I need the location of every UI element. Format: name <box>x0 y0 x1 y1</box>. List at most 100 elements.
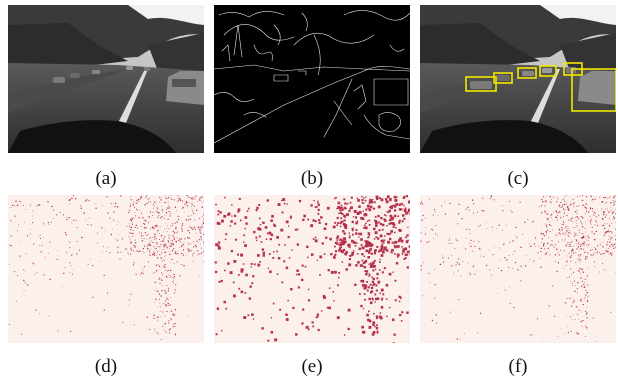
heatmap-point <box>367 207 370 210</box>
heatmap-point <box>359 293 361 295</box>
heatmap-point <box>287 236 290 239</box>
heatmap-point <box>465 208 467 210</box>
heatmap-point <box>202 251 204 253</box>
heatmap-point <box>571 318 573 320</box>
heatmap-point <box>163 238 165 240</box>
heatmap-point <box>579 195 581 197</box>
heatmap-point <box>580 254 581 256</box>
heatmap-point <box>392 225 395 228</box>
heatmap-point <box>587 240 589 241</box>
heatmap-point <box>511 268 513 270</box>
heatmap-point <box>149 252 151 253</box>
heatmap-point <box>558 254 560 256</box>
heatmap-point <box>189 197 191 199</box>
heatmap-point <box>433 238 434 240</box>
heatmap-point <box>545 200 547 202</box>
heatmap-point <box>509 241 511 243</box>
heatmap-point <box>202 220 204 222</box>
heatmap-point <box>342 241 346 245</box>
heatmap-point <box>380 222 383 226</box>
heatmap-point <box>569 316 571 317</box>
heatmap-point <box>166 228 167 229</box>
heatmap-point <box>376 277 379 280</box>
heatmap-point <box>577 196 578 197</box>
heatmap-point <box>385 283 389 287</box>
heatmap-point <box>181 230 183 232</box>
heatmap-point <box>160 316 161 318</box>
heatmap-point <box>92 296 94 298</box>
heatmap-point <box>344 202 347 205</box>
heatmap-point <box>156 254 158 256</box>
heatmap-point <box>325 223 328 226</box>
heatmap-point <box>296 243 300 246</box>
heatmap-point <box>286 203 288 205</box>
heatmap-point <box>272 257 275 259</box>
heatmap-point <box>192 211 194 212</box>
heatmap-point <box>558 241 560 243</box>
heatmap-point <box>65 234 67 236</box>
heatmap-point <box>569 256 571 257</box>
heatmap-point <box>154 254 156 256</box>
heatmap-point <box>602 241 604 243</box>
heatmap-point <box>283 202 286 205</box>
heatmap-point <box>346 202 349 205</box>
heatmap-point <box>159 233 160 234</box>
heatmap-point <box>143 219 145 221</box>
heatmap-point <box>340 204 343 207</box>
heatmap-point <box>234 214 237 217</box>
heatmap-point <box>281 281 284 284</box>
heatmap-point <box>272 302 275 305</box>
heatmap-point <box>545 224 547 226</box>
heatmap-point <box>576 212 578 214</box>
heatmap-point <box>338 212 340 215</box>
heatmap-point <box>255 239 258 242</box>
heatmap-point <box>239 219 242 222</box>
heatmap-point <box>566 207 568 209</box>
heatmap-point <box>615 235 616 236</box>
heatmap-point <box>105 196 107 198</box>
heatmap-point <box>167 287 169 289</box>
heatmap-point <box>372 321 376 325</box>
heatmap-point <box>352 250 355 252</box>
heatmap-point <box>592 317 594 319</box>
heatmap-point <box>129 239 131 241</box>
heatmap-point <box>270 233 274 237</box>
heatmap-point <box>543 201 545 203</box>
panel-detection-boxes <box>420 5 616 153</box>
panel-heatmap-filtered <box>420 195 616 343</box>
heatmap-point <box>130 237 131 239</box>
heatmap-point <box>591 226 593 228</box>
heatmap-point <box>340 249 344 253</box>
heatmap-point <box>470 245 472 247</box>
heatmap-point <box>199 231 200 233</box>
heatmap-point <box>374 216 377 218</box>
heatmap-point <box>362 210 364 212</box>
heatmap-point <box>169 244 170 246</box>
heatmap-point <box>347 243 351 247</box>
heatmap-point <box>337 206 341 209</box>
heatmap-point <box>591 246 593 248</box>
heatmap-point <box>192 256 193 257</box>
heatmap-point <box>319 255 323 259</box>
heatmap-point <box>390 216 394 220</box>
heatmap-point <box>584 286 586 289</box>
heatmap-point <box>361 246 365 250</box>
heatmap-point <box>180 246 182 248</box>
heatmap-point <box>159 302 161 304</box>
heatmap-point <box>69 242 71 243</box>
heatmap-point <box>578 218 580 220</box>
heatmap-point <box>266 199 269 202</box>
heatmap-point <box>575 306 577 307</box>
heatmap-point <box>359 232 363 236</box>
heatmap-point <box>195 232 197 234</box>
heatmap-point <box>587 299 588 301</box>
heatmap-point <box>128 236 129 237</box>
heatmap-point <box>575 252 577 253</box>
heatmap-point <box>164 256 166 257</box>
heatmap-point <box>49 278 51 280</box>
heatmap-point <box>214 261 217 264</box>
heatmap-point <box>360 244 363 246</box>
heatmap-point <box>334 250 338 253</box>
heatmap-point <box>90 258 91 260</box>
heatmap-point <box>570 251 572 253</box>
